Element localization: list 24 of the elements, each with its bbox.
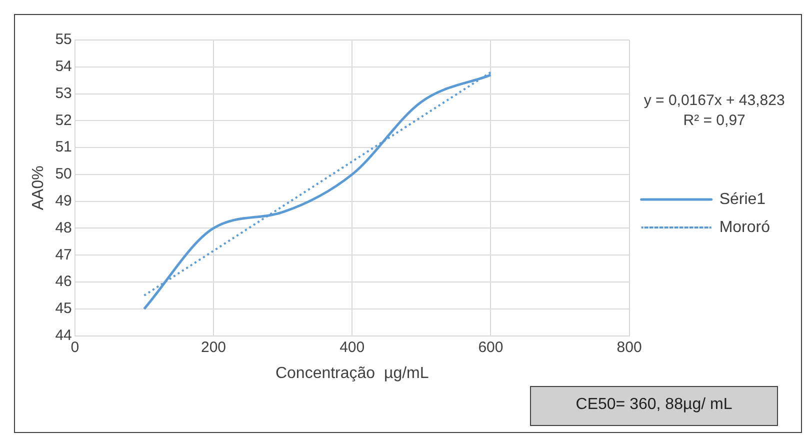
y-tick-label: 53 — [55, 84, 72, 102]
y-axis-title: AA0% — [30, 166, 48, 210]
x-tick-label: 600 — [478, 338, 504, 356]
legend-label: Mororó — [719, 218, 770, 236]
y-tick-label: 47 — [55, 246, 72, 264]
x-tick-label: 400 — [340, 338, 365, 356]
x-tick-label: 800 — [616, 338, 642, 356]
x-tick-label: 0 — [70, 338, 80, 356]
y-tick-label: 49 — [55, 192, 72, 210]
y-tick-label: 54 — [55, 58, 72, 76]
legend-label: Série1 — [719, 190, 766, 208]
y-tick-label: 50 — [55, 166, 72, 183]
text: CE50= 360, 88µg/ mL — [574, 396, 734, 414]
y-tick-label: 45 — [55, 300, 72, 318]
y-tick-label: 46 — [55, 273, 72, 290]
x-tick-label: 200 — [200, 338, 226, 356]
text: R² = 0,97 — [683, 112, 746, 130]
y-tick-label: 51 — [55, 138, 72, 156]
x-axis-title: Concentração µg/mL — [275, 364, 429, 382]
y-tick-label: 48 — [55, 219, 72, 236]
text: y = 0,0167x + 43,823 — [644, 92, 785, 110]
y-tick-label: 55 — [55, 31, 72, 48]
y-tick-label: 52 — [55, 112, 72, 129]
y-tick-label: 44 — [55, 326, 72, 344]
